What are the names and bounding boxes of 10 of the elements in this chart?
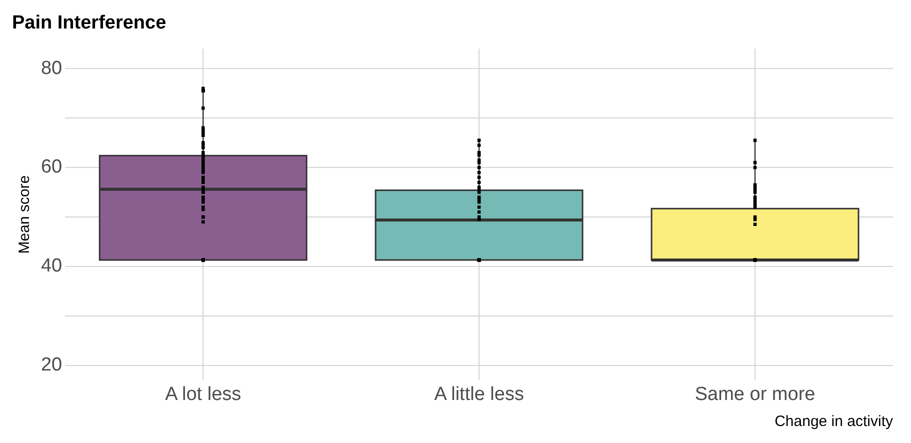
- x-tick-label: A little less: [434, 384, 524, 405]
- y-axis-title: Mean score: [16, 175, 34, 254]
- x-axis-title: Change in activity: [774, 413, 894, 430]
- y-tick-label: 40: [40, 256, 62, 277]
- chart-title: Pain Interference: [12, 12, 166, 34]
- x-tick-label: Same or more: [694, 384, 816, 405]
- y-tick-label: 80: [40, 58, 62, 79]
- y-tick-label: 60: [40, 156, 62, 178]
- x-tick-label: A lot less: [165, 384, 242, 405]
- y-tick-label: 20: [40, 354, 62, 376]
